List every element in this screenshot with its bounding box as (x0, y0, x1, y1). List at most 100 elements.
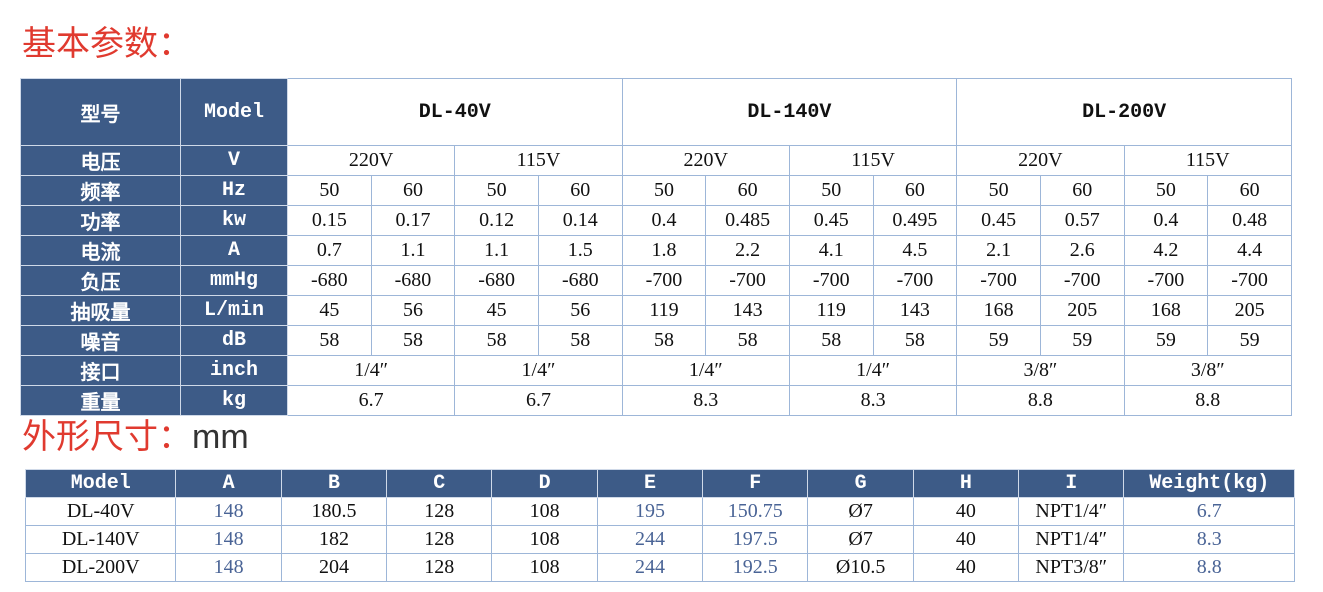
value-cell: Ø7 (807, 497, 914, 526)
spec-row: 功率 kw 0.15 0.17 0.12 0.14 0.4 0.485 0.45 0.495 0.4… (20, 205, 1292, 236)
header-cell: Weight(kg) (1123, 469, 1295, 498)
value-cell: 2.6 (1039, 235, 1125, 266)
param-name: 接口 (20, 355, 181, 386)
dimension-row: DL-140V 148 182 128 108 244 197.5 Ø7 40 NPT1/4″ 8.… (24, 525, 1295, 554)
value-cell: 40 (912, 553, 1020, 582)
value-cell: 58 (287, 325, 372, 356)
value-cell: 128 (386, 497, 493, 526)
value-cell: 45 (454, 295, 539, 326)
value-cell: 148 (175, 525, 282, 554)
value-cell: 56 (370, 295, 456, 326)
value-cell: 50 (788, 175, 874, 206)
value-cell: 8.3 (1123, 525, 1295, 554)
section-title: 外形尺寸：mm (22, 417, 249, 457)
value-cell: NPT1/4″ (1018, 525, 1125, 554)
value-cell: -680 (370, 265, 456, 296)
value-cell: 220V (956, 145, 1125, 176)
value-cell: 143 (705, 295, 790, 326)
value-cell: 1/4″ (788, 355, 958, 386)
value-cell: 205 (1039, 295, 1125, 326)
value-cell: 8.8 (956, 385, 1125, 416)
header-cell: F (702, 469, 809, 498)
dimension-row: DL-200V 148 204 128 108 244 192.5 Ø10.5 40 NPT3/8… (24, 553, 1295, 582)
value-cell: 59 (1207, 325, 1292, 356)
value-cell: 58 (621, 325, 707, 356)
header-cell: A (175, 469, 282, 498)
header-row: 型号 Model DL-40V DL-140V DL-200V (20, 78, 1292, 146)
value-cell: 119 (788, 295, 874, 326)
value-cell: 0.45 (956, 205, 1041, 236)
value-cell: 1.1 (370, 235, 456, 266)
header-cell: B (280, 469, 388, 498)
value-cell: 0.17 (370, 205, 456, 236)
value-cell: 0.12 (454, 205, 539, 236)
value-cell: 58 (705, 325, 790, 356)
value-cell: 60 (872, 175, 958, 206)
value-cell: 0.14 (537, 205, 623, 236)
value-cell: 2.2 (705, 235, 790, 266)
value-cell: 50 (1123, 175, 1209, 206)
model-name: DL-40V (24, 497, 177, 526)
value-cell: 0.15 (287, 205, 372, 236)
value-cell: -700 (1207, 265, 1292, 296)
value-cell: 60 (370, 175, 456, 206)
param-name: 噪音 (20, 325, 181, 356)
value-cell: 50 (621, 175, 707, 206)
title-text: 外形尺寸： (22, 417, 192, 457)
value-cell: 0.495 (872, 205, 958, 236)
header-cell: Model (180, 78, 288, 146)
value-cell: 244 (596, 525, 704, 554)
header-cell: H (912, 469, 1020, 498)
model-cell: DL-40V (287, 78, 623, 146)
value-cell: 195 (596, 497, 704, 526)
value-cell: NPT1/4″ (1018, 497, 1125, 526)
param-name: 电压 (20, 145, 181, 176)
value-cell: 220V (286, 145, 456, 176)
value-cell: 150.75 (702, 497, 809, 526)
dimension-row: DL-40V 148 180.5 128 108 195 150.75 Ø7 40 NPT1/4″… (24, 497, 1295, 526)
value-cell: 1.1 (454, 235, 539, 266)
header-cell: E (596, 469, 704, 498)
param-name: 频率 (20, 175, 181, 206)
value-cell: 50 (454, 175, 539, 206)
value-cell: 204 (280, 553, 388, 582)
value-cell: 8.8 (1123, 553, 1295, 582)
param-name: 重量 (20, 385, 181, 416)
value-cell: 6.7 (454, 385, 623, 416)
value-cell: 2.1 (956, 235, 1041, 266)
value-cell: 1/4″ (286, 355, 456, 386)
value-cell: 244 (596, 553, 704, 582)
value-cell: Ø10.5 (807, 553, 914, 582)
value-cell: 220V (621, 145, 790, 176)
header-cell: I (1018, 469, 1125, 498)
value-cell: 59 (956, 325, 1041, 356)
value-cell: 3/8″ (956, 355, 1125, 386)
spec-row: 重量 kg 6.7 6.7 8.3 8.3 8.8 8.8 (20, 385, 1293, 416)
param-unit: mmHg (180, 265, 288, 296)
value-cell: 168 (956, 295, 1041, 326)
value-cell: 108 (491, 525, 598, 554)
value-cell: 40 (912, 525, 1020, 554)
value-cell: 0.4 (621, 205, 707, 236)
param-unit: kg (180, 385, 288, 416)
value-cell: 205 (1207, 295, 1292, 326)
spec-row: 电流 A 0.7 1.1 1.1 1.5 1.8 2.2 4.1 4.5 2.1 2.6 4.2 4.4 (20, 235, 1292, 266)
value-cell: 58 (454, 325, 539, 356)
value-cell: 60 (1039, 175, 1125, 206)
value-cell: 58 (872, 325, 958, 356)
spec-row: 噪音 dB 58 58 58 58 58 58 58 58 59 59 59 59 (20, 325, 1292, 356)
value-cell: Ø7 (807, 525, 914, 554)
value-cell: 148 (175, 553, 282, 582)
param-unit: Hz (180, 175, 288, 206)
value-cell: -680 (287, 265, 372, 296)
value-cell: 8.8 (1123, 385, 1293, 416)
value-cell: 1/4″ (621, 355, 790, 386)
spec-row: 频率 Hz 50 60 50 60 50 60 50 60 50 60 50 60 (20, 175, 1292, 206)
model-cell: DL-140V (621, 78, 958, 146)
value-cell: -680 (537, 265, 623, 296)
spec-row: 接口 inch 1/4″ 1/4″ 1/4″ 1/4″ 3/8″ 3/8″ (20, 355, 1293, 386)
value-cell: 1.5 (537, 235, 623, 266)
param-unit: kw (180, 205, 288, 236)
value-cell: -700 (705, 265, 790, 296)
